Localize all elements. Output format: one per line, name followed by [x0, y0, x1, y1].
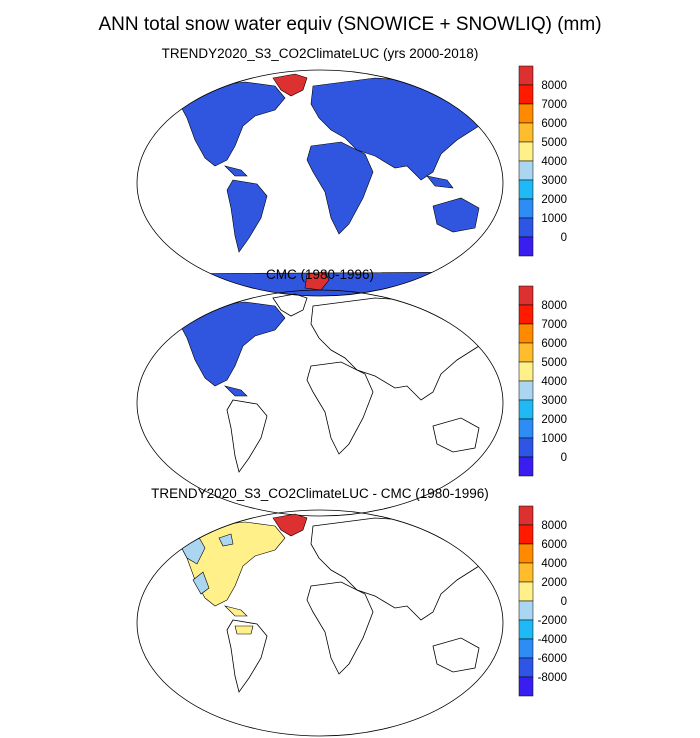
- colorbar-1-label-2: 6000: [541, 118, 567, 130]
- colorbar-3-box-0: [518, 505, 534, 526]
- colorbar-2-box-8: [518, 437, 534, 458]
- colorbar-3-label-7: -6000: [538, 653, 567, 665]
- colorbar-2-box-1: [518, 304, 534, 325]
- colorbar-2-box-3: [518, 342, 534, 363]
- colorbar-1-label-4: 4000: [541, 156, 567, 168]
- colorbar-1-label-0: 8000: [541, 80, 567, 92]
- colorbar-2-label-1: 7000: [541, 319, 567, 331]
- colorbar-3-box-1: [518, 524, 534, 545]
- colorbar-3-box-2: [518, 543, 534, 564]
- colorbar-1-label-8: 0: [561, 232, 567, 244]
- colorbar-2-label-2: 6000: [541, 338, 567, 350]
- colorbar-3-box-3: [518, 562, 534, 583]
- colorbar-3-label-1: 6000: [541, 539, 567, 551]
- panel-1-ice: [272, 73, 330, 291]
- colorbar-3-label-6: -4000: [538, 634, 567, 646]
- figure-title: ANN total snow water equiv (SNOWICE + SN…: [98, 14, 602, 35]
- colorbar-1-label-5: 3000: [541, 175, 567, 187]
- panel-2-globe-outline: [136, 289, 504, 517]
- colorbar-3: 8000 6000 4000 2000 0 -2000 -4000 -6000 -8000: [518, 505, 567, 697]
- colorbar-2-box-9: [518, 456, 534, 477]
- colorbar-2-label-8: 0: [561, 452, 567, 464]
- colorbar-1-label-1: 7000: [541, 99, 567, 111]
- colorbar-2-box-2: [518, 323, 534, 344]
- panel-1-title: TRENDY2020_S3_CO2ClimateLUC (yrs 2000-20…: [161, 46, 479, 61]
- panel-2-map: [136, 289, 504, 517]
- panel-2-land: [178, 293, 498, 473]
- panel-3-title: TRENDY2020_S3_CO2ClimateLUC - CMC (1980-…: [151, 486, 489, 501]
- colorbar-1-box-9: [518, 236, 534, 257]
- colorbar-1-box-7: [518, 198, 534, 219]
- panel-3-land: [178, 513, 498, 693]
- panel-1-map: [136, 69, 504, 297]
- colorbar-3-box-7: [518, 638, 534, 659]
- colorbar-1-box-5: [518, 160, 534, 181]
- colorbar-2: 8000 7000 6000 5000 4000 3000 2000 1000 0: [518, 285, 567, 477]
- colorbar-3-box-6: [518, 619, 534, 640]
- colorbar-2-box-0: [518, 285, 534, 306]
- colorbar-3-label-5: -2000: [538, 615, 567, 627]
- panel-1-globe-outline: [136, 69, 504, 297]
- colorbar-3-label-4: 0: [561, 596, 567, 608]
- colorbar-3-box-8: [518, 657, 534, 678]
- colorbar-1-label-7: 1000: [541, 213, 567, 225]
- colorbar-1-box-2: [518, 103, 534, 124]
- colorbar-2-box-6: [518, 399, 534, 420]
- colorbar-1-box-4: [518, 141, 534, 162]
- colorbar-1-box-1: [518, 84, 534, 105]
- colorbar-2-box-4: [518, 361, 534, 382]
- colorbar-3-label-2: 4000: [541, 558, 567, 570]
- colorbar-2-label-4: 4000: [541, 376, 567, 388]
- colorbar-3-box-4: [518, 581, 534, 602]
- colorbar-3-label-8: -8000: [538, 672, 567, 684]
- colorbar-3-box-9: [518, 676, 534, 697]
- colorbar-3-label-0: 8000: [541, 520, 567, 532]
- colorbar-2-label-3: 5000: [541, 357, 567, 369]
- colorbar-1-box-0: [518, 65, 534, 86]
- colorbar-1-box-6: [518, 179, 534, 200]
- colorbar-2-label-5: 3000: [541, 395, 567, 407]
- colorbar-2-label-0: 8000: [541, 300, 567, 312]
- panel-2-title: CMC (1980-1996): [265, 267, 375, 282]
- colorbar-2-box-5: [518, 380, 534, 401]
- colorbar-1-label-6: 2000: [541, 194, 567, 206]
- colorbar-2-label-6: 2000: [541, 414, 567, 426]
- colorbar-3-label-3: 2000: [541, 577, 567, 589]
- panel-1-land: [137, 77, 503, 296]
- colorbar-2-label-7: 1000: [541, 433, 567, 445]
- colorbar-2-box-7: [518, 418, 534, 439]
- colorbar-1-box-8: [518, 217, 534, 238]
- panel-3-map: [136, 509, 504, 737]
- colorbar-1-label-3: 5000: [541, 137, 567, 149]
- colorbar-1: 8000 7000 6000 5000 4000 3000 2000 1000 0: [518, 65, 567, 257]
- colorbar-3-box-5: [518, 600, 534, 621]
- colorbar-1-box-3: [518, 122, 534, 143]
